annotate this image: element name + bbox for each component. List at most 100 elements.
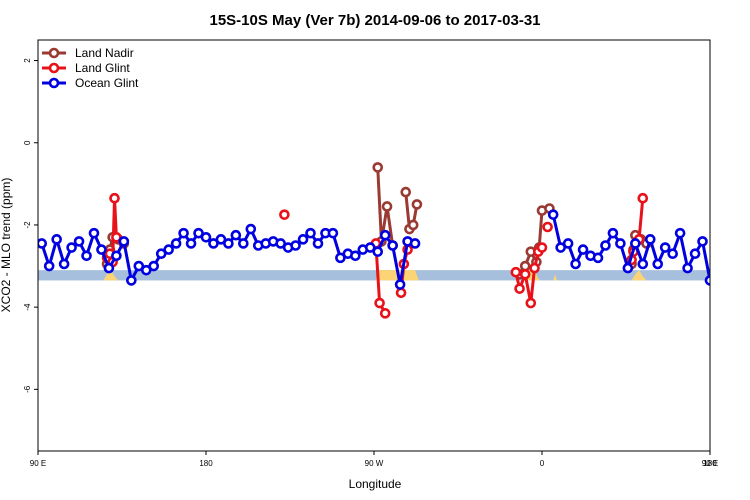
data-point (519, 268, 531, 280)
y-tick-label: -2 (23, 221, 32, 229)
data-point (387, 240, 398, 251)
y-tick-label: -4 (23, 303, 32, 311)
data-point (409, 238, 421, 249)
data-point (126, 275, 137, 286)
data-point (525, 297, 537, 309)
data-point (411, 199, 423, 210)
data-point (697, 236, 708, 247)
data-point (529, 262, 540, 274)
data-point (178, 227, 189, 239)
data-point (372, 162, 384, 173)
data-point (350, 250, 361, 262)
legend-swatch-marker (48, 77, 60, 89)
data-point (652, 258, 664, 270)
data-point (51, 234, 62, 245)
x-tick-label: 90 E (30, 459, 46, 468)
data-point (510, 266, 522, 278)
x-tick-label: 180 (199, 459, 213, 468)
data-point (395, 287, 407, 299)
data-point (519, 260, 531, 272)
legend-swatch-marker (48, 62, 60, 74)
data-point (379, 308, 391, 319)
land-fill-region (631, 270, 647, 281)
data-point (547, 209, 559, 220)
data-point (297, 234, 309, 245)
y-axis-label: XCO2 - MLO trend (ppm) (0, 178, 13, 313)
data-point (630, 238, 641, 249)
series-ocean-glint (38, 209, 750, 290)
data-point (674, 227, 686, 239)
data-point (58, 258, 70, 270)
y-axis: -6 -4 -2 0 2 (23, 58, 38, 393)
data-point (230, 229, 242, 241)
data-point (743, 250, 750, 258)
data-point (615, 238, 626, 249)
data-point (215, 234, 227, 245)
data-point (305, 227, 316, 239)
x-tick-label: 0 (540, 459, 545, 468)
data-point (555, 242, 566, 253)
data-point (327, 227, 339, 239)
plot-area (38, 162, 750, 319)
data-point (103, 262, 115, 274)
data-point (542, 221, 553, 233)
data-point (81, 250, 92, 262)
data-point (394, 279, 406, 290)
data-point (170, 238, 182, 249)
data-point (372, 246, 384, 257)
legend-swatch-marker (48, 47, 60, 59)
data-point (275, 238, 286, 249)
data-point (312, 238, 324, 249)
data-point (66, 242, 77, 253)
x-axis-label: Longitude (349, 477, 402, 491)
x-tick-label: 180 (703, 459, 717, 468)
data-point (637, 258, 649, 270)
data-point (73, 236, 85, 247)
data-point (704, 275, 710, 286)
data-point (111, 231, 122, 243)
data-point (148, 260, 160, 272)
data-point (374, 297, 385, 309)
land-fill-region (553, 274, 557, 281)
data-point (592, 252, 604, 264)
data-point (667, 248, 678, 260)
y-tick-label: -6 (23, 385, 32, 393)
data-point (109, 192, 120, 204)
data-point (659, 242, 671, 253)
data-point (364, 242, 376, 253)
series-line-land-nadir (376, 167, 395, 246)
data-point (38, 238, 48, 249)
data-point (381, 201, 393, 212)
data-point (111, 250, 122, 262)
data-point (682, 262, 693, 274)
data-point (245, 223, 257, 235)
data-point (279, 209, 290, 220)
chart-title: 15S-10S May (Ver 7b) 2014-09-06 to 2017-… (209, 12, 540, 29)
data-point (96, 244, 107, 255)
data-point (577, 244, 589, 255)
legend-item-land-nadir: Land Nadir (42, 46, 134, 60)
data-point (155, 248, 167, 260)
data-point (185, 238, 197, 249)
data-point (140, 264, 152, 276)
data-point (200, 231, 212, 243)
data-point (721, 266, 729, 274)
data-point (238, 238, 249, 249)
data-point (335, 252, 346, 264)
data-point (562, 238, 574, 249)
data-point (193, 227, 204, 239)
data-point (689, 248, 701, 260)
data-point (713, 260, 721, 268)
y-tick-label: 0 (23, 140, 32, 145)
y-tick-label: 2 (23, 58, 32, 63)
data-point (133, 260, 145, 272)
x-tick-label: 90 W (365, 459, 384, 468)
land-fill-region (103, 270, 119, 281)
data-point (570, 258, 581, 270)
legend-label: Land Glint (75, 61, 130, 75)
data-point (536, 242, 548, 253)
data-point (407, 219, 419, 231)
x-tick-label: 90 E (702, 459, 718, 468)
data-point (400, 186, 412, 198)
